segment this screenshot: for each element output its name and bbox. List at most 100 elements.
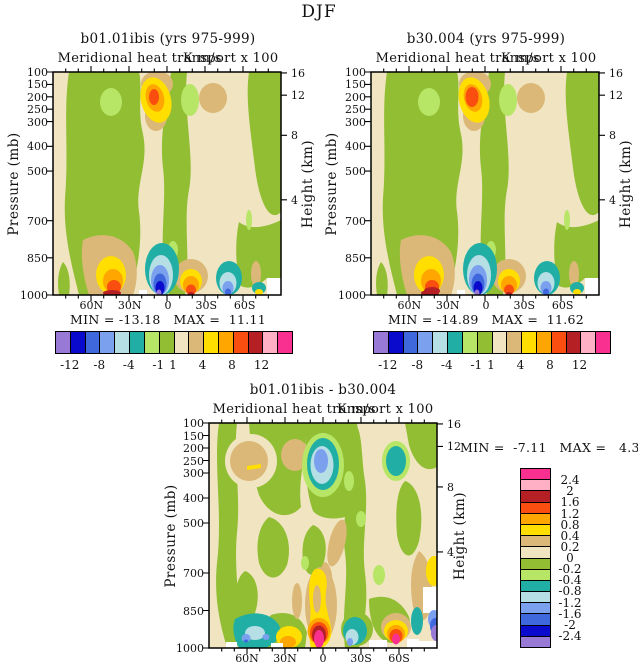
panel1-ytick: 300	[27, 115, 48, 129]
panel1-colorbar-label: 12	[253, 358, 270, 372]
panel1-height-tick: 8	[291, 129, 298, 142]
panel3-colorbar-label: -0.2	[558, 562, 582, 577]
panel2-title: b30.004 (yrs 975-999)	[406, 31, 566, 47]
panel3-height-tick: 12	[447, 440, 461, 453]
colorbar-segment	[69, 332, 85, 353]
colorbar-segment	[476, 332, 492, 353]
season-title: DJF	[301, 2, 337, 22]
panel3-ytick: 850	[183, 604, 204, 618]
panel1-ytick: 150	[27, 78, 48, 92]
colorbar-segment	[417, 332, 433, 353]
colorbar-segment	[521, 613, 550, 625]
colorbar-segment	[521, 490, 550, 502]
panel3-colorbar-label: 0	[566, 551, 574, 565]
panel3-colorbar-label: 2.4	[560, 473, 580, 488]
panel3-units-label: K m/s	[337, 402, 376, 417]
panel-difference: b01.01ibis - b30.004 Meridional heat tra…	[163, 382, 638, 665]
panel3-xtick: 30S	[350, 652, 372, 665]
panel2-xtick: 0	[482, 299, 490, 312]
panel3-ytick: 250	[183, 454, 204, 468]
panel2-contour-plot	[364, 65, 606, 302]
panel3-title: b01.01ibis - b30.004	[249, 382, 397, 398]
panel1-pressure-axis-label: Pressure (mb)	[6, 132, 22, 236]
panel3-colorbar-label: 1.2	[560, 506, 580, 521]
colorbar-segment	[521, 546, 550, 558]
panel2-xtick: 60N	[397, 299, 422, 312]
colorbar-segment	[506, 332, 522, 353]
panel1-contour-plot	[46, 65, 288, 302]
panel1-xtick: 30S	[195, 299, 218, 312]
panel1-ytick: 100	[27, 66, 48, 79]
panel2-ytick: 1000	[338, 289, 366, 302]
panel1-colorbar-label: -4	[122, 358, 135, 372]
panel3-colorbar	[520, 468, 551, 648]
panel3-ytick: 1000	[176, 642, 204, 655]
panel3-colorbar-label: -0.4	[558, 573, 582, 588]
panel1-colorbar-label: 4	[198, 358, 207, 372]
panel2-colorbar-label: 4	[516, 358, 525, 372]
panel1-ytick: 200	[27, 90, 48, 104]
colorbar-segment	[535, 332, 551, 353]
colorbar-segment	[521, 591, 550, 603]
panel2-colorbar-label: -8	[411, 358, 424, 372]
panel3-xtick: 30N	[273, 652, 297, 665]
panel3-pressure-axis-label: Pressure (mb)	[163, 484, 179, 588]
panel2-ytick: 850	[345, 251, 366, 265]
colorbar-segment	[447, 332, 462, 353]
panel3-ytick: 100	[183, 417, 204, 430]
panel1-height-axis-label: Height (km)	[300, 139, 316, 229]
panel3-plot-frame	[208, 422, 438, 649]
colorbar-segment	[521, 501, 550, 513]
panel-case1: b01.01ibis (yrs 975-999) Meridional heat…	[6, 31, 316, 372]
colorbar-segment	[402, 332, 418, 353]
colorbar-segment	[374, 332, 388, 353]
colorbar-segment	[114, 332, 130, 353]
colorbar-segment	[521, 512, 550, 524]
colorbar-segment	[432, 332, 448, 353]
panel3-ytick: 700	[183, 567, 204, 580]
panel3-height-axis-label: Height (km)	[452, 491, 468, 581]
panel1-ytick: 1000	[20, 289, 48, 302]
panel1-ytick: 400	[27, 140, 48, 154]
colorbar-segment	[580, 332, 596, 353]
panel2-contour-field	[371, 72, 599, 295]
panel1-height-tick: 16	[291, 67, 305, 80]
panel2-ytick: 100	[345, 66, 366, 79]
colorbar-segment	[565, 332, 581, 353]
panel2-units-label: K m/s	[501, 51, 540, 66]
panel2-ytick: 150	[345, 78, 366, 92]
colorbar-segment	[521, 479, 550, 491]
colorbar-segment	[129, 332, 144, 353]
panel1-colorbar-label: -12	[60, 358, 80, 372]
panel2-plot-frame	[370, 71, 600, 296]
panel1-ytick: 500	[27, 165, 48, 179]
colorbar-segment	[188, 332, 204, 353]
panel1-height-tick: 12	[291, 89, 305, 102]
panel3-ytick: 400	[183, 492, 204, 505]
panel2-xtick: 30N	[435, 299, 460, 312]
panel2-ytick: 500	[345, 165, 366, 179]
panel1-colorbar-label: 8	[228, 358, 236, 372]
panel3-ytick: 200	[183, 442, 204, 455]
panel2-ytick: 300	[345, 115, 366, 129]
panel1-xtick: 30N	[117, 299, 142, 312]
panel1-subtitle: Meridional heat transport x 100	[57, 51, 279, 66]
panel3-contour-field	[209, 423, 437, 648]
panel3-contour-plot	[202, 416, 444, 655]
panel3-colorbar-label: -2.4	[558, 628, 582, 643]
panel3-colorbar-label: 0.4	[560, 528, 580, 543]
colorbar-segment	[387, 332, 403, 353]
panel1-title: b01.01ibis (yrs 975-999)	[80, 31, 256, 47]
colorbar-segment	[521, 523, 550, 536]
panel3-colorbar-label: -0.8	[558, 584, 582, 599]
colorbar-segment	[247, 332, 263, 353]
colorbar-segment	[595, 332, 610, 353]
panel2-subtitle: Meridional heat transport x 100	[375, 51, 597, 66]
colorbar-segment	[143, 332, 159, 353]
panel2-colorbar-label: -1	[470, 358, 483, 372]
colorbar-segment	[262, 332, 278, 353]
panel2-height-axis-label: Height (km)	[618, 139, 634, 229]
colorbar-segment	[217, 332, 233, 353]
colorbar-segment	[521, 568, 550, 580]
panel1-colorbar-label: 1	[169, 358, 177, 372]
